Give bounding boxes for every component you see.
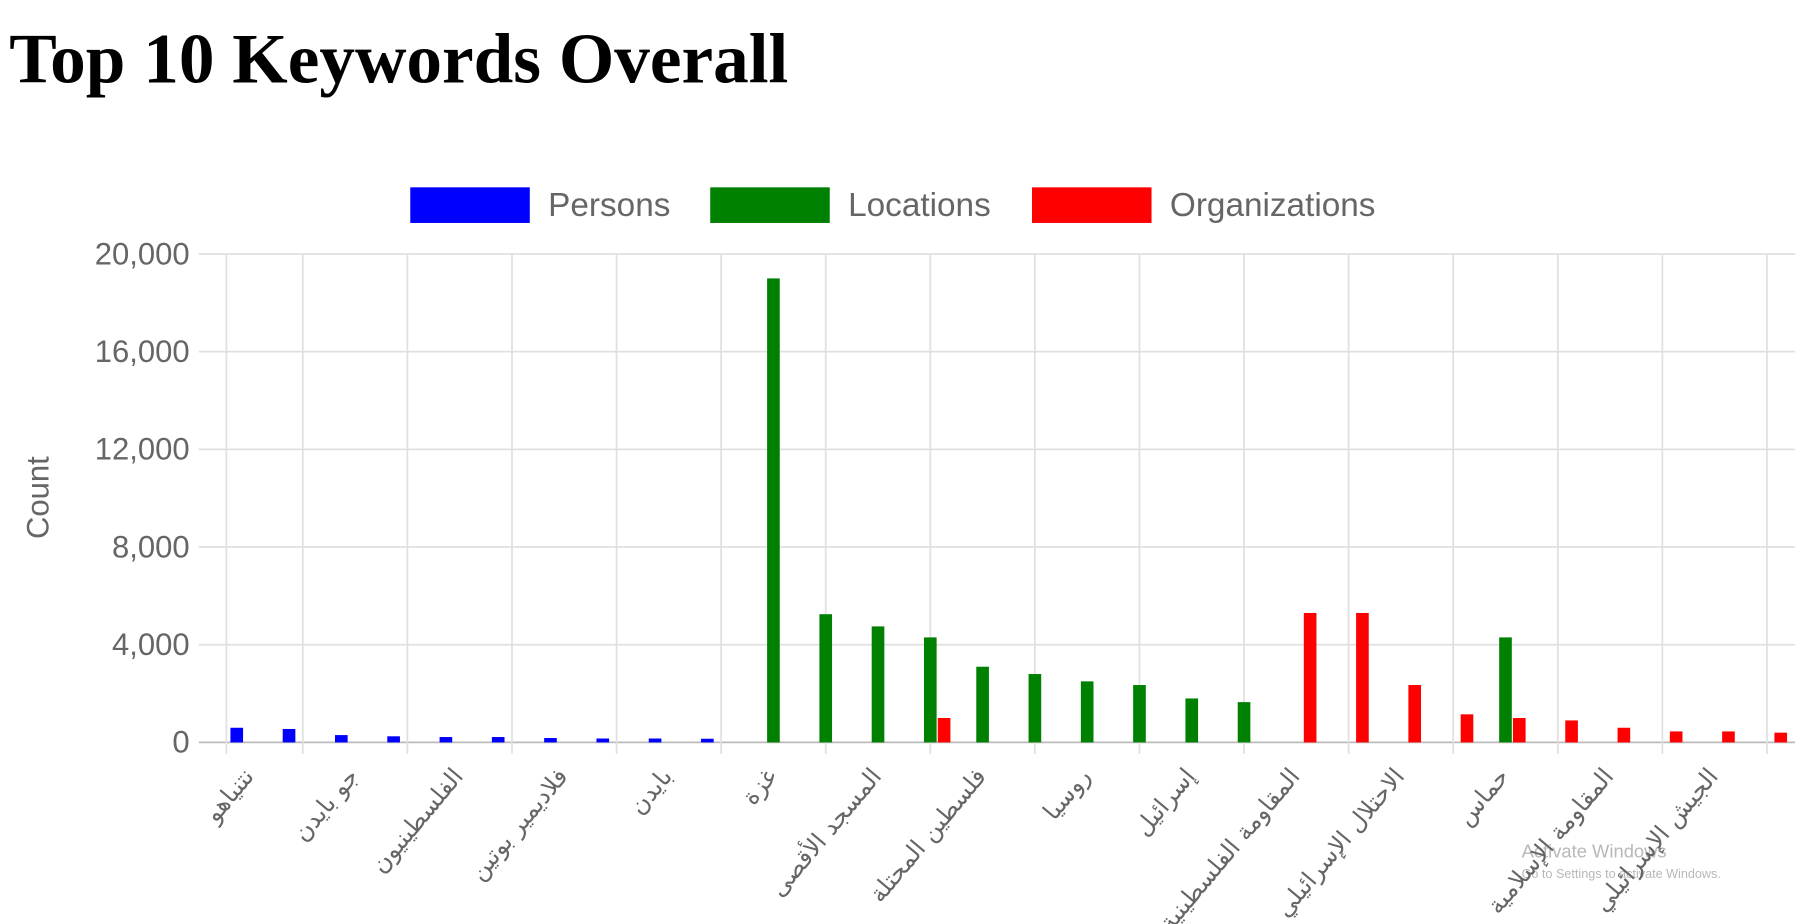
bar bbox=[767, 278, 780, 743]
bar bbox=[1408, 685, 1422, 743]
watermark-subtitle: Go to Settings to activate Windows. bbox=[1522, 867, 1721, 881]
bar bbox=[1512, 717, 1526, 743]
bar bbox=[1356, 612, 1369, 743]
bar bbox=[1669, 731, 1683, 743]
x-tick-label: الفلسطينيون bbox=[365, 763, 468, 879]
y-tick-label: 8,000 bbox=[112, 529, 190, 564]
legend-label: Locations bbox=[848, 187, 991, 224]
bar bbox=[923, 637, 937, 743]
legend-label: Persons bbox=[548, 187, 670, 224]
bar bbox=[976, 666, 989, 743]
watermark-title: Activate Windows bbox=[1522, 840, 1667, 861]
bar bbox=[282, 728, 296, 743]
bar bbox=[1565, 720, 1578, 743]
x-tick-label: جو بايدن bbox=[287, 763, 364, 847]
bar bbox=[871, 626, 885, 743]
x-tick-label: فلاديمير بوتين bbox=[464, 763, 574, 886]
bar bbox=[544, 738, 557, 743]
bar bbox=[1722, 731, 1735, 743]
bar bbox=[1237, 702, 1251, 743]
bar bbox=[439, 737, 453, 743]
y-tick-label: 12,000 bbox=[95, 432, 190, 467]
bar bbox=[1617, 727, 1631, 743]
bar bbox=[387, 736, 400, 743]
bar bbox=[1133, 685, 1146, 743]
x-tick-label: نتنياهو bbox=[198, 763, 259, 829]
legend-swatch bbox=[710, 187, 830, 223]
bar bbox=[335, 735, 348, 743]
y-tick-label: 20,000 bbox=[95, 236, 190, 271]
bar bbox=[648, 738, 662, 743]
x-tick-label: غزة bbox=[736, 763, 782, 811]
bar bbox=[491, 737, 505, 743]
x-tick-label: المسجد الأقصى bbox=[763, 762, 887, 902]
y-axis-label: Count bbox=[20, 456, 55, 539]
bar bbox=[1185, 698, 1199, 743]
x-tick-label: بايدن bbox=[624, 763, 678, 820]
y-tick-label: 0 bbox=[172, 725, 189, 760]
bar bbox=[1774, 732, 1788, 743]
y-tick-label: 16,000 bbox=[95, 334, 190, 369]
bar bbox=[1080, 681, 1094, 743]
chart-title: Top 10 Keywords Overall bbox=[9, 21, 788, 99]
bar bbox=[1460, 714, 1474, 743]
bar bbox=[701, 738, 714, 743]
y-tick-label: 4,000 bbox=[112, 627, 190, 662]
legend-label: Organizations bbox=[1170, 187, 1376, 224]
x-tick-label: إسرائيل bbox=[1129, 763, 1202, 842]
x-tick-label: روسيا bbox=[1038, 763, 1097, 826]
bar bbox=[1303, 612, 1317, 743]
bar bbox=[1499, 637, 1512, 743]
bar bbox=[937, 717, 951, 743]
bar bbox=[230, 727, 244, 743]
bar bbox=[819, 614, 833, 743]
bar bbox=[596, 738, 610, 743]
x-tick-label: حماس bbox=[1451, 763, 1515, 831]
legend-swatch bbox=[410, 187, 530, 223]
bar bbox=[1028, 674, 1042, 743]
legend-swatch bbox=[1032, 187, 1152, 223]
